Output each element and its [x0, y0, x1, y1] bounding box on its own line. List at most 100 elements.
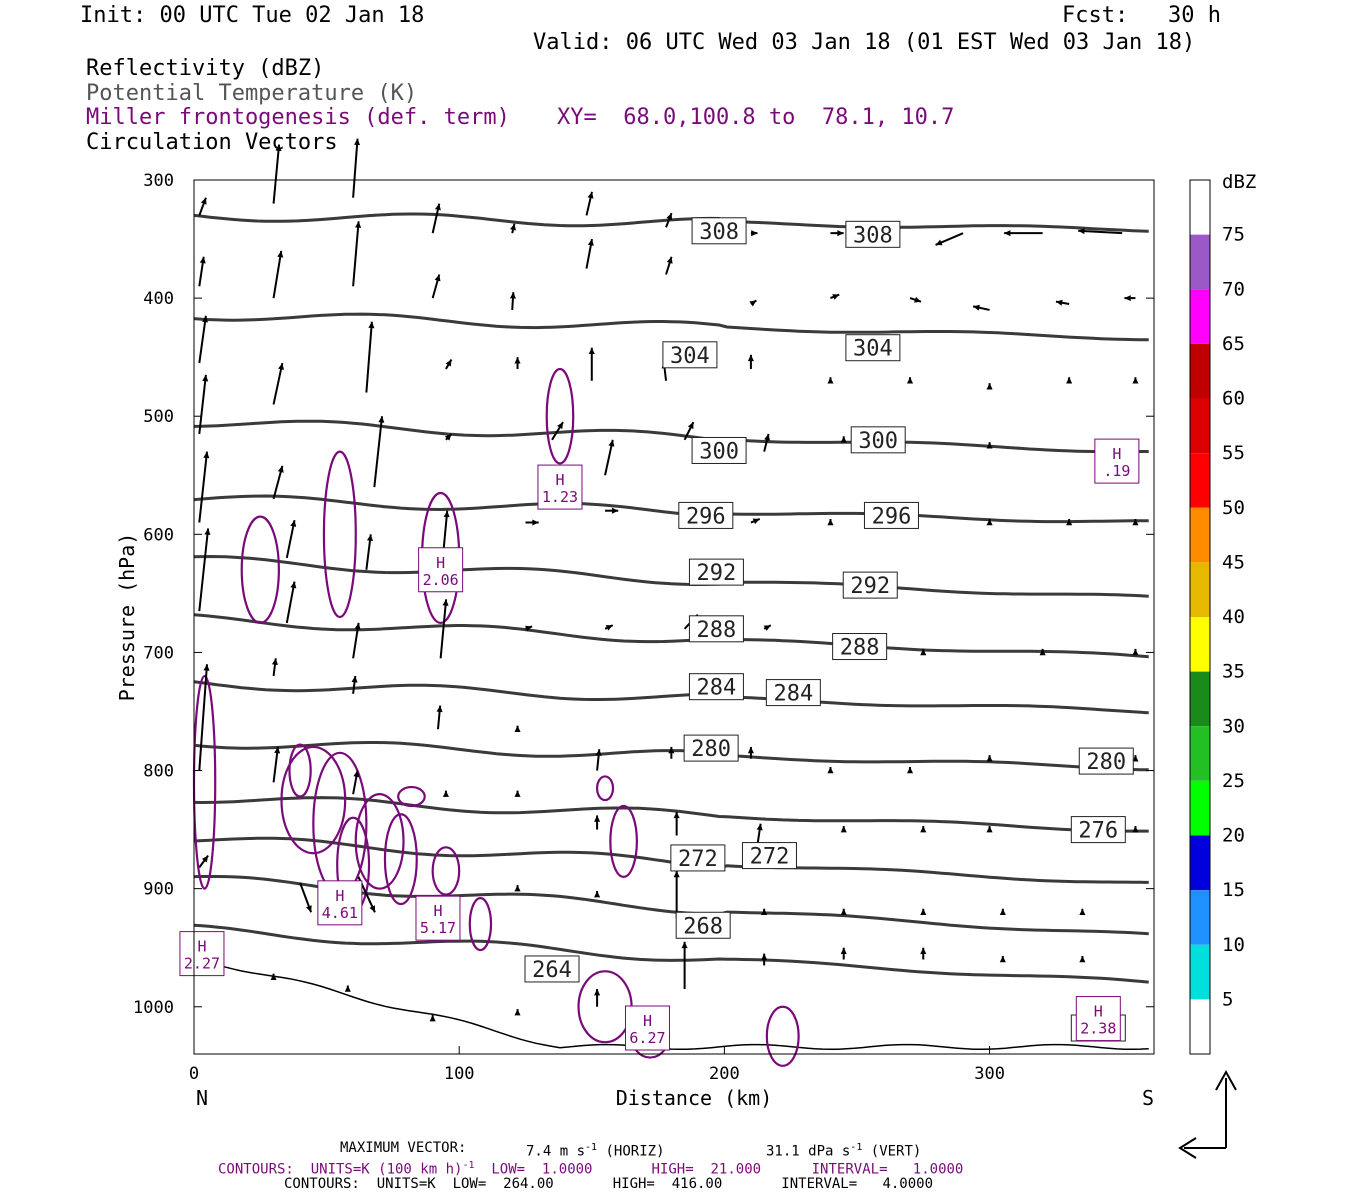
colorbar-swatch: [1190, 180, 1210, 235]
vector-arrowhead: [752, 518, 760, 525]
vector-arrowhead: [751, 230, 758, 237]
frontogenesis-max-label: H: [555, 471, 564, 489]
vector-arrowhead: [514, 885, 521, 892]
theta-label: 288: [697, 618, 737, 643]
colorbar-label: 20: [1222, 825, 1245, 847]
vector-arrowhead: [434, 274, 441, 282]
vector-arrowhead: [587, 239, 594, 246]
vector-arrowhead: [608, 439, 615, 447]
vector-arrowhead: [986, 383, 993, 390]
theta-label: 300: [858, 429, 898, 454]
frontogenesis-max-box: [317, 880, 363, 926]
theta-line: [193, 796, 1149, 833]
vector-arrowhead: [906, 377, 914, 384]
vector-arrowhead: [510, 223, 516, 231]
circulation-vector: [439, 599, 448, 659]
theta-line: [193, 212, 1149, 233]
vector-arrowhead: [587, 191, 594, 199]
colorbar-label: 45: [1222, 551, 1245, 573]
y-tick-label: 300: [143, 171, 174, 191]
vector-arrowhead: [514, 357, 521, 364]
frontogenesis-contour: [288, 743, 312, 798]
vector-arrowhead: [1066, 518, 1073, 526]
vector-arrowhead: [1132, 755, 1139, 762]
vector-arrowhead: [271, 658, 279, 665]
field-frontogenesis: Miller frontogenesis (def. term): [86, 105, 510, 130]
axes: 300 400 500 600 700 800 900 1000 0 100 200 300 Dista…: [115, 171, 1237, 1159]
theta-line: [193, 554, 1149, 598]
theta-label-box: [675, 911, 731, 939]
theta-label-box: [842, 571, 898, 599]
vector-arrowhead: [436, 705, 443, 713]
reference-vector-vertical-head: [1215, 1069, 1237, 1091]
contour-labels: 308 308 304 304 300 300 296 296 292 292 288 288 284 2…: [179, 217, 1140, 1051]
vector-arrowhead: [666, 256, 673, 264]
y-axis-label: Pressure (hPa): [115, 533, 139, 702]
theta-label-box: [662, 341, 718, 369]
theta-label-box: [678, 501, 734, 529]
vector-arrowhead: [514, 1009, 521, 1016]
vector-arrowhead: [201, 855, 209, 863]
vector-arrowhead: [306, 905, 312, 913]
frontogenesis-contour: [322, 450, 357, 619]
theta-label: 292: [850, 574, 890, 599]
x-tick-label: 200: [709, 1064, 740, 1084]
x-tick-label: 0: [189, 1064, 199, 1084]
frontogenesis-max-box: [179, 931, 225, 977]
vector-arrowhead: [595, 749, 602, 756]
frontogenesis-max-box: [1094, 438, 1140, 484]
circulation-vector: [198, 664, 209, 771]
max-vector-horizontal: 7.4 m s-1 (HORIZ): [526, 1142, 665, 1160]
frontogenesis-max-box: [1075, 996, 1121, 1042]
theta-label: 284: [697, 676, 737, 701]
frontogenesis-max-value: 4.61: [322, 904, 358, 922]
vector-arrowhead: [354, 138, 361, 146]
frontogenesis-contour: [240, 515, 280, 625]
vector-arrowhead: [920, 648, 927, 656]
circulation-vector: [352, 138, 359, 198]
theta-label-box: [832, 633, 888, 661]
vector-arrowhead: [351, 676, 358, 683]
frontogenesis-contours: [192, 367, 800, 1067]
reflectivity-colorbar: dBZ 75 70 65 60 55 50 45 40 35 30 25 20 15 10 5: [1189, 171, 1256, 1055]
vector-arrowhead: [1079, 955, 1086, 963]
vector-arrowhead: [840, 947, 847, 955]
theta-label: 308: [699, 220, 739, 245]
theta-label: 304: [853, 337, 893, 362]
vector-arrowhead: [442, 599, 449, 606]
circulation-vector: [198, 528, 210, 612]
theta-label-box: [691, 436, 747, 464]
frontogenesis-max-label: H: [643, 1012, 652, 1030]
vector-arrowhead: [588, 347, 595, 355]
field-potential-temperature: Potential Temperature (K): [86, 81, 418, 106]
frontogenesis-contour: [431, 846, 461, 896]
y-tick-label: 400: [143, 289, 174, 309]
vector-arrowhead: [761, 953, 768, 960]
colorbar-label: 30: [1222, 715, 1245, 737]
vector-arrowhead: [827, 766, 834, 774]
colorbar-swatch: [1190, 343, 1210, 399]
circulation-vector: [198, 451, 208, 523]
theta-line: [193, 312, 1149, 342]
vector-arrowhead: [442, 790, 449, 797]
theta-label: 304: [670, 344, 710, 369]
vector-arrowhead: [935, 239, 943, 246]
vector-arrowhead: [532, 519, 539, 526]
vector-arrowhead: [920, 826, 927, 833]
vector-arrowhead: [274, 746, 281, 754]
vector-arrowhead: [366, 534, 374, 541]
theta-label: 280: [1086, 750, 1126, 775]
vector-arrowhead: [202, 374, 209, 382]
vector-arrowhead: [673, 870, 680, 878]
valid-time: Valid: 06 UTC Wed 03 Jan 18 (01 EST Wed …: [533, 30, 1196, 55]
vector-arrowhead: [514, 790, 521, 797]
vector-arrowhead: [1132, 648, 1139, 656]
vector-arrowhead: [673, 811, 680, 819]
vector-arrowhead: [445, 359, 452, 367]
frontogenesis-contour: [280, 745, 347, 855]
vector-arrowhead: [1132, 518, 1139, 526]
theta-label-box: [741, 842, 797, 870]
vector-arrowhead: [204, 528, 211, 536]
y-tick-label: 600: [143, 525, 174, 545]
theta-label: 264: [532, 958, 572, 983]
